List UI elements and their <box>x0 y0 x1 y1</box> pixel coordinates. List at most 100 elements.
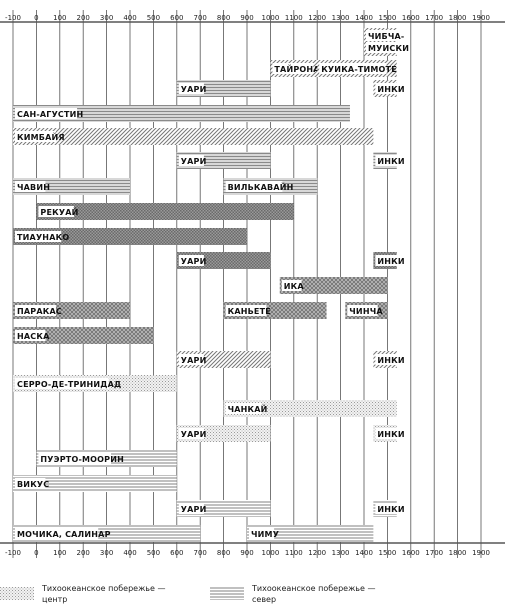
tick-label-top: 1900 <box>472 14 490 22</box>
tick-label-top: 100 <box>53 14 66 22</box>
tick-label-bottom: 200 <box>77 549 90 557</box>
bar-label: КУИКА-ТИМОТЕ <box>321 65 397 74</box>
tick-label-top: 1100 <box>285 14 303 22</box>
tick-label-top: 1800 <box>449 14 467 22</box>
bar-label-bg <box>319 63 387 74</box>
tick-label-top: 1700 <box>425 14 443 22</box>
bar-label-bg <box>15 231 62 242</box>
bar-label: ЧИБЧА- <box>368 32 404 41</box>
bars-layer: ЧИБЧА- МУИСКИ ТАЙРОНА КУИКА-ТИМОТЕ УАРИ ИНКИ С… <box>13 28 409 542</box>
bar-label-bg <box>249 528 275 539</box>
tick-label-top: 300 <box>100 14 113 22</box>
bar-label-bg <box>375 503 401 514</box>
tick-label-bottom: 1000 <box>261 549 279 557</box>
tick-label-top: 1400 <box>355 14 373 22</box>
bar-label-bg <box>178 255 204 266</box>
bar-label: ЧИНЧА <box>349 307 383 316</box>
bar-label-bg <box>38 453 112 464</box>
tick-label-bottom: 100 <box>53 549 66 557</box>
bar-label-bg <box>15 131 56 142</box>
tick-label-bottom: 1300 <box>332 549 350 557</box>
bar-label-bg <box>15 305 56 316</box>
tick-label-top: 800 <box>217 14 230 22</box>
bar-label-bg <box>375 155 401 166</box>
bar-label-bg <box>15 528 99 539</box>
bar-label-bg <box>225 181 283 192</box>
tick-label-top: 1300 <box>332 14 350 22</box>
bar-label-bg <box>225 403 262 414</box>
bar-label: РЕКУАЙ <box>40 206 78 217</box>
bar-label: ПАРАКАС <box>17 307 62 316</box>
tick-label-bottom: 400 <box>123 549 136 557</box>
tick-label-bottom: 0 <box>34 549 38 557</box>
bar-label-bg <box>178 155 204 166</box>
bar <box>223 400 397 417</box>
bar-label-bg <box>366 30 402 41</box>
bar-label: ИКА <box>284 282 305 291</box>
bar-label-bg <box>272 63 314 74</box>
bar-label: МОЧИКА, САЛИНАР <box>17 530 111 539</box>
bar-label: КИМБАЙЯ <box>17 131 65 142</box>
tick-label-top: -100 <box>5 14 21 22</box>
bar-label: ИНКИ <box>377 430 404 439</box>
tick-label-bottom: 1900 <box>472 549 490 557</box>
legend-label-north: Тихоокеанское побережье — север <box>252 584 376 604</box>
bar-label: СЕРРО-ДЕ-ТРИНИДАД <box>17 380 121 389</box>
tick-label-bottom: 800 <box>217 549 230 557</box>
bar <box>13 105 350 122</box>
bar-label: УАРИ <box>181 356 207 365</box>
bar-label: ИНКИ <box>377 157 404 166</box>
bar <box>279 277 388 294</box>
timeline-chart: ЧИБЧА- МУИСКИ ТАЙРОНА КУИКА-ТИМОТЕ УАРИ ИНКИ С… <box>0 10 505 558</box>
bar-label: ТИАУНАКО <box>17 233 69 242</box>
tick-label-bottom: 1800 <box>449 549 467 557</box>
bar-label: ВИЛЬКАВАЙН <box>228 181 294 192</box>
tick-label-top: 500 <box>147 14 160 22</box>
tick-label-top: 400 <box>123 14 136 22</box>
bar <box>13 128 374 145</box>
tick-label-top: 1500 <box>378 14 396 22</box>
bar-label-bg <box>375 354 401 365</box>
tick-label-bottom: 1100 <box>285 549 303 557</box>
tick-label-top: 200 <box>77 14 90 22</box>
tick-labels: -100 -100 0 0 100 100 200 200 300 300 400 400 500 500… <box>5 14 490 557</box>
bar-label: УАРИ <box>181 505 207 514</box>
legend-item-center: Тихоокеанское побережье — центр <box>0 583 192 613</box>
bar <box>247 525 374 542</box>
bar <box>13 228 247 245</box>
tick-label-top: 1200 <box>308 14 326 22</box>
bar-label-bg <box>178 428 204 439</box>
bar-label: ПУЭРТО-МООРИН <box>40 455 124 464</box>
bar-label: САН-АГУСТИН <box>17 110 83 119</box>
bar <box>36 203 294 220</box>
bar-label-bg <box>15 378 109 389</box>
bar <box>13 475 177 492</box>
legend-item-north: Тихоокеанское побережье — север <box>210 583 402 613</box>
bar-label: НАСКА <box>17 332 50 341</box>
bar-label: ИНКИ <box>377 257 404 266</box>
tick-label-top: 900 <box>240 14 253 22</box>
bar <box>13 327 154 344</box>
legend-label-center: Тихоокеанское побережье — центр <box>42 584 166 604</box>
bar-label: ИНКИ <box>377 85 404 94</box>
tick-label-top: 600 <box>170 14 183 22</box>
bar-label: ИНКИ <box>377 356 404 365</box>
bar-label-bg <box>366 42 402 53</box>
bar-label: УАРИ <box>181 257 207 266</box>
bar-label-bg <box>15 108 78 119</box>
bar-label: МУИСКИ <box>368 44 409 53</box>
tick-label-bottom: 300 <box>100 549 113 557</box>
bar-label-bg <box>375 255 401 266</box>
bar-label-bg <box>375 83 401 94</box>
bar-label-bg <box>178 354 204 365</box>
bar-label: ЧИМУ <box>251 530 279 539</box>
tick-label-bottom: 1700 <box>425 549 443 557</box>
bar-label: ВИКУС <box>17 480 49 489</box>
bar-label: КАНЬЕТЕ <box>228 307 271 316</box>
tick-label-bottom: 1400 <box>355 549 373 557</box>
bar-label-bg <box>38 206 75 217</box>
tick-label-top: 700 <box>194 14 207 22</box>
tick-label-bottom: 700 <box>194 549 207 557</box>
bar-label-bg <box>281 280 302 291</box>
bar-label: ТАЙРОНА <box>274 63 320 74</box>
